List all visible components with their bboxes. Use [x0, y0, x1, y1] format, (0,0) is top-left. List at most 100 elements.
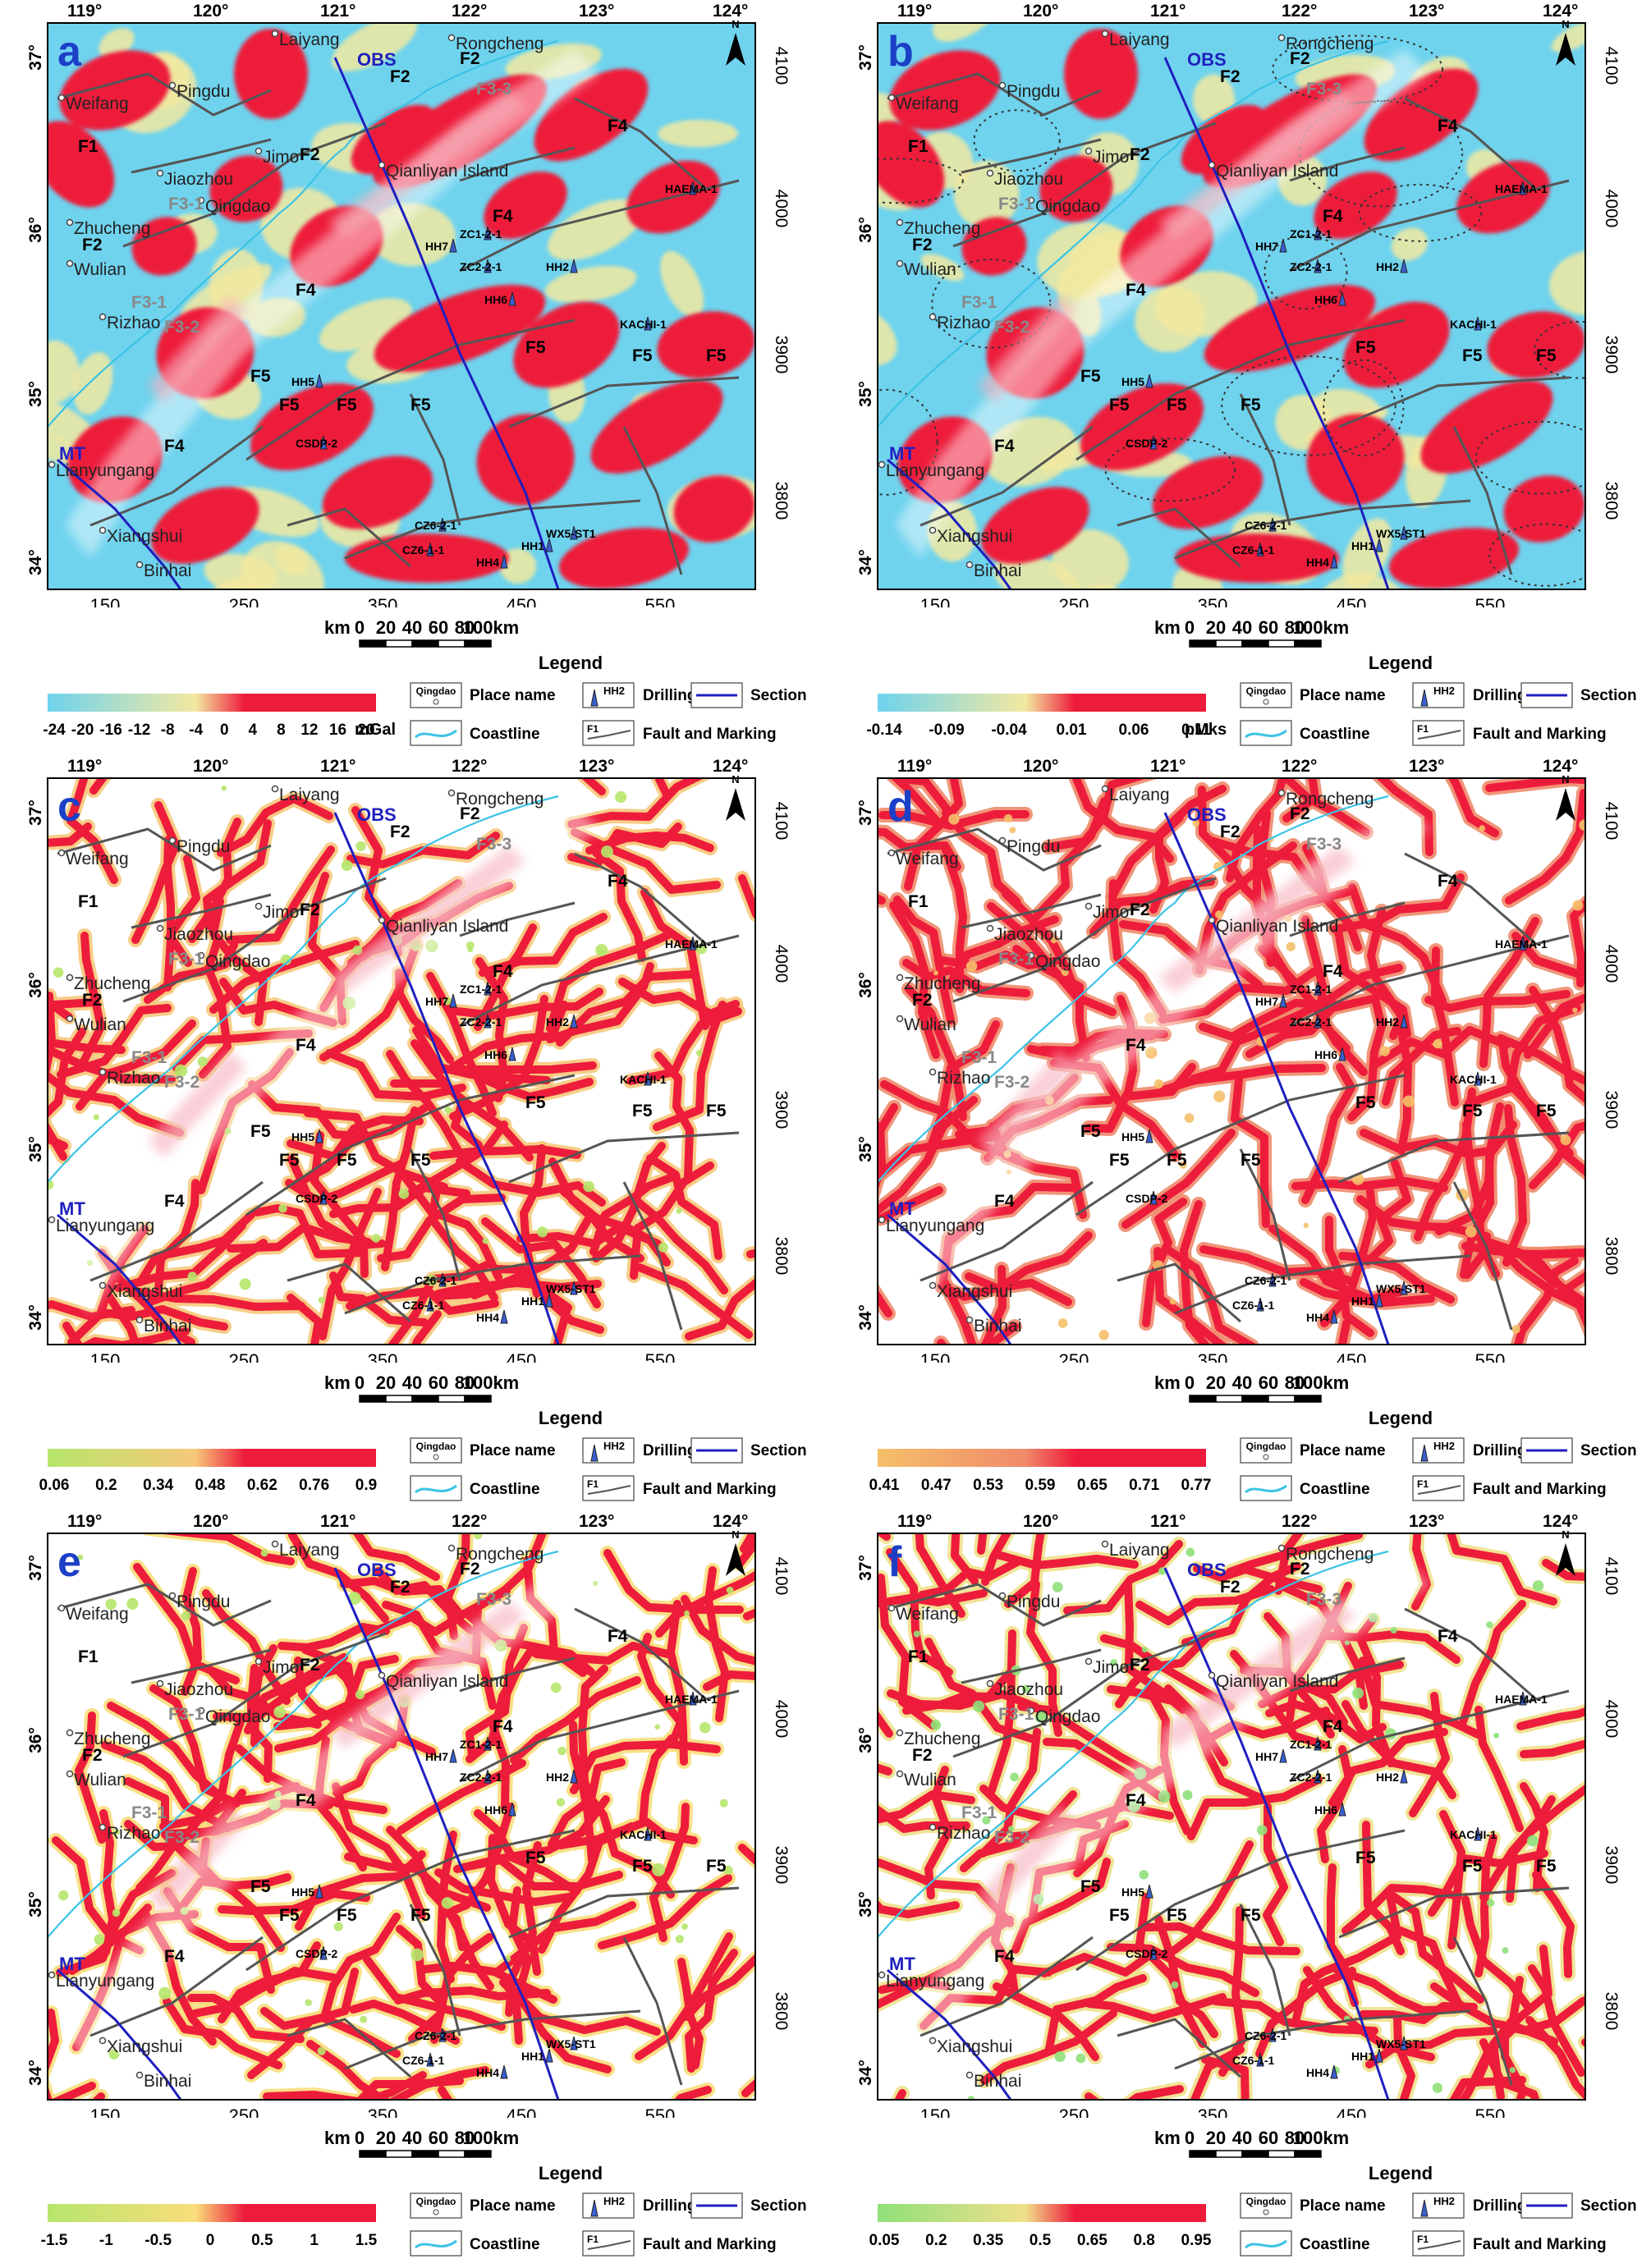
place-label-qingdao: Qingdao [205, 197, 270, 216]
fault-label-f2: F2 [460, 1560, 480, 1578]
drilling-icon [1145, 373, 1153, 388]
well-label-haema: HAEMA-1 [665, 1693, 718, 1706]
edge-ridge [704, 1566, 729, 1722]
place-label-jimo: Jimo [263, 148, 299, 167]
legend-fault: Fault and Marking [643, 1481, 777, 1498]
high-anomaly [981, 487, 1089, 564]
place-marker-icon [929, 526, 937, 534]
fault-label-f5: F5 [337, 1906, 357, 1925]
edge-ridge [363, 1955, 506, 2031]
fault-label-f5: F5 [410, 396, 431, 415]
place-symbol-text: Qingdao [1246, 685, 1286, 697]
edge-spot [175, 908, 181, 914]
fault-line [1239, 1904, 1291, 2037]
km-y-label: 3800 [772, 482, 791, 520]
edge-ridge [1300, 1278, 1435, 1307]
edge-ridge [329, 1271, 429, 1326]
panel-c: 119° 120° 121° 122° 123° 124° 37° 36° 35° 34° 150 2… [0, 755, 821, 1506]
drilling-icon [1519, 936, 1527, 951]
drilling-symbol-text: HH2 [1433, 685, 1455, 697]
drilling-icon [449, 238, 457, 253]
fault-line [1174, 499, 1471, 560]
well-label-csdp: CSDP-2 [296, 437, 338, 450]
map-field [48, 23, 755, 589]
km-x-label: 550 [1475, 2105, 1506, 2118]
fault-line [1452, 1181, 1513, 1331]
fault-label-f2: F2 [1220, 67, 1241, 86]
edge-ridge [1274, 1533, 1304, 1595]
colorbar-tick-label: 0.11 [1181, 722, 1211, 739]
fault-label-f4: F4 [1126, 281, 1146, 300]
edge-ridge [1291, 1177, 1448, 1192]
fault-line [1117, 2018, 1241, 2078]
colorbar-tick-label: 0.53 [973, 1477, 1003, 1494]
mid-anomaly [48, 431, 82, 465]
drilling-icon [1330, 1309, 1338, 1324]
legend-drilling: Drilling [643, 687, 696, 704]
place-label-pingdu: Pingdu [1007, 82, 1060, 101]
place-marker-icon [1027, 1707, 1035, 1715]
drilling-icon [1519, 1691, 1527, 1706]
edge-spot [1169, 1298, 1176, 1305]
edge-spot [1141, 1647, 1149, 1653]
well-label-hh6: HH6 [484, 1048, 507, 1061]
edge-ridge [1498, 1038, 1574, 1157]
f3-fault-belt [896, 804, 1429, 1313]
fault-symbol-icon [587, 2240, 631, 2250]
edge-spot [1098, 1330, 1109, 1340]
high-anomaly [1152, 456, 1263, 529]
legend-section: Section [1580, 2197, 1637, 2215]
longitude-label: 120° [1023, 2, 1058, 21]
coastline [878, 39, 1389, 428]
drilling-icon [484, 259, 492, 273]
edge-ridge [887, 1689, 1039, 1711]
drilling-icon [1338, 1047, 1346, 1061]
fault-label-f5: F5 [525, 338, 546, 357]
edge-ridge [75, 1711, 106, 1844]
colorbar [878, 2204, 1206, 2222]
scale-tick-label: 20 [376, 2128, 396, 2148]
well-label-cz6_1: CZ6-1-1 [1232, 2054, 1275, 2067]
place-marker-icon [378, 1671, 386, 1679]
high-anomaly [878, 121, 945, 208]
well-label-cz6_2: CZ6-2-1 [415, 2029, 457, 2042]
edge-spot [347, 1592, 361, 1605]
edge-ridge [1320, 1187, 1377, 1327]
high-anomaly [1343, 301, 1450, 388]
mid-anomaly [48, 340, 80, 403]
edge-ridge [48, 822, 92, 847]
drilling-icon [545, 538, 553, 552]
edge-ridge [481, 1217, 601, 1308]
legend-section: Section [750, 2197, 807, 2215]
place-marker-icon [986, 1679, 994, 1688]
km-y-label: 4000 [772, 1700, 791, 1739]
edge-spot [1402, 1095, 1415, 1107]
place-marker-icon [1085, 1657, 1093, 1665]
drilling-icon [1256, 542, 1264, 557]
edge-ridge [48, 1070, 184, 1137]
edge-ridge [470, 1216, 592, 1299]
edge-ridge [1359, 2002, 1478, 2024]
place-label-qianliyan: Qianliyan Island [386, 162, 508, 181]
scale-bar-segment [359, 2150, 387, 2158]
edge-spot [723, 1865, 733, 1876]
legend-title: Legend [1369, 653, 1433, 673]
latitude-label: 36° [856, 972, 875, 998]
edge-spot [473, 1533, 483, 1540]
fault-label-f5: F5 [1536, 346, 1557, 365]
edge-spot [280, 954, 291, 965]
latitude-label: 37° [856, 1555, 875, 1581]
edge-ridge [1524, 993, 1585, 1059]
fault-line [574, 97, 707, 190]
edge-ridge [285, 1160, 405, 1205]
map-view: 119° 120° 121° 122° 123° 124° 37° 36° 35° 34° 150 2… [0, 1510, 821, 2126]
place-label-rongcheng: Rongcheng [456, 1545, 543, 1564]
colorbar-tick-label: 0.5 [1030, 2232, 1052, 2249]
fault-line [1117, 507, 1241, 568]
mid-anomaly [830, 310, 848, 411]
edge-ridge [1411, 1533, 1431, 1611]
edge-ridge [48, 1121, 67, 1161]
f3-belt-segment [148, 296, 246, 402]
legend-block: km 0 20 40 60 80 100km Legend 0.41 0.47 0.53 0.59 0.… [830, 1363, 1651, 1506]
fault-label-f2: F2 [1130, 900, 1150, 919]
